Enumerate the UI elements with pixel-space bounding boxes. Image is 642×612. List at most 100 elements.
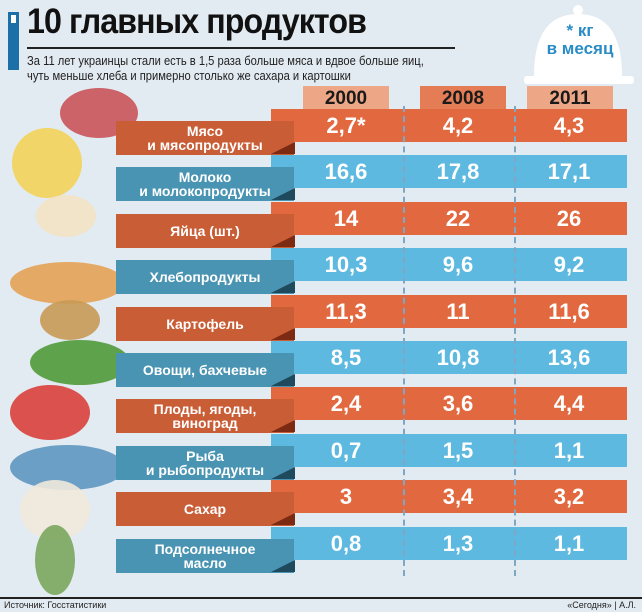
label-fold-shadow	[271, 188, 295, 201]
value-2000: 8,5	[330, 345, 362, 370]
oil-bottle-icon	[35, 525, 75, 595]
table-row: 2,4 3,6 4,4	[271, 387, 627, 421]
row-label-line-2: и рыбопродукты	[145, 461, 265, 478]
footer-divider	[0, 597, 642, 599]
value-2011: 1,1	[553, 437, 585, 463]
row-label-line-1: Плоды, ягоды,	[153, 401, 257, 418]
strawberry-icon	[10, 385, 90, 440]
value-2008: 3,6	[442, 391, 474, 417]
row-label-line-1: Яйца (шт.)	[170, 222, 240, 239]
row-label-line-1: Овощи, бахчевые	[142, 362, 268, 378]
table-row: 8,5 10,8 13,6	[271, 341, 627, 374]
bread-icon	[10, 262, 125, 304]
row-label-line-2: масло	[183, 554, 227, 571]
row-label: Картофель	[116, 306, 294, 341]
year-header-2000: 2000	[303, 86, 389, 110]
value-2011: 9,2	[553, 252, 585, 278]
table-row: 3 3,4 3,2	[271, 480, 627, 514]
value-2008: 3,4	[442, 484, 474, 510]
table-row: 11,3 11 11,6	[271, 294, 627, 328]
unit-line-1: * кг	[566, 21, 594, 40]
label-fold-shadow	[271, 234, 295, 247]
column-divider	[514, 106, 516, 576]
table-row: 0,8 1,3 1,1	[271, 526, 627, 560]
table-row: 0,7 1,5 1,1	[271, 433, 627, 467]
row-label: Сахар	[116, 492, 294, 527]
cucumber-icon	[30, 340, 130, 385]
value-2008: 9,6	[442, 252, 474, 278]
eggs-icon	[36, 195, 96, 237]
unit-note: * кг в месяц	[540, 22, 620, 58]
row-label-line-2: и молокопродукты	[139, 183, 271, 200]
row-label-line-2: виноград	[172, 415, 238, 432]
table-row: 16,6 17,8 17,1	[271, 155, 627, 189]
row-label: Мясо и мясопродукты	[116, 121, 294, 155]
label-fold-shadow	[271, 513, 295, 526]
label-fold-shadow	[271, 559, 295, 572]
unit-line-2: в месяц	[546, 39, 614, 58]
value-2011: 13,6	[547, 345, 591, 370]
value-2008: 4,2	[442, 113, 474, 138]
value-2011: 4,3	[553, 113, 585, 138]
year-header-2008: 2008	[420, 86, 506, 110]
row-label-line-1: Молоко	[178, 169, 232, 186]
row-label: Подсолнечное масло	[116, 538, 294, 573]
row-label-line-1: Рыба	[186, 447, 224, 464]
label-fold-shadow	[271, 374, 295, 386]
row-label-line-1: Картофель	[166, 315, 244, 332]
value-2008: 1,3	[442, 530, 474, 556]
value-2000: 0,8	[330, 530, 362, 556]
potato-icon	[40, 300, 100, 340]
column-divider	[403, 106, 405, 576]
value-2011: 11,6	[548, 298, 590, 324]
row-label: Рыба и рыбопродукты	[116, 445, 294, 480]
row-label: Хлебопродукты	[116, 260, 294, 295]
value-2011: 4,4	[553, 391, 585, 417]
subtitle-line-1: За 11 лет украинцы стали есть в 1,5 раза…	[27, 53, 424, 68]
value-2000: 0,7	[330, 437, 362, 463]
table-row: 2,7* 4,2 4,3	[271, 109, 627, 142]
page-title: 10 главных продуктов	[27, 2, 367, 41]
cloche-icon	[524, 5, 634, 84]
year-header-2011: 2011	[527, 86, 613, 110]
title-divider	[27, 47, 455, 49]
label-fold-shadow	[271, 281, 295, 294]
row-label-line-1: Подсолнечное	[154, 540, 256, 557]
row-label-line-1: Сахар	[183, 501, 227, 518]
value-2011: 1,1	[553, 530, 585, 556]
row-label: Овощи, бахчевые	[116, 353, 294, 387]
title-accent-mark	[11, 15, 16, 23]
source-note: Источник: Госстатистики	[4, 600, 107, 610]
label-fold-shadow	[271, 466, 295, 479]
row-label: Яйца (шт.)	[116, 213, 294, 248]
value-2011: 3,2	[553, 484, 585, 510]
value-2008: 11	[446, 298, 470, 324]
value-2008: 1,5	[442, 437, 474, 463]
value-2000: 2,4	[330, 391, 362, 417]
row-label-line-1: Мясо	[186, 123, 224, 139]
value-2000: 16,6	[324, 159, 368, 185]
table-row: 14 22 26	[271, 201, 627, 235]
label-fold-shadow	[271, 327, 295, 340]
milk-cheese-icon	[12, 128, 82, 198]
row-label-line-2: и мясопродукты	[147, 137, 263, 153]
value-2008: 22	[445, 205, 471, 231]
value-2011: 17,1	[547, 159, 591, 185]
value-2000: 2,7*	[326, 113, 366, 138]
label-fold-shadow	[271, 420, 295, 433]
credit-note: «Сегодня» | А.Л.	[567, 600, 636, 610]
value-2011: 26	[556, 205, 582, 231]
row-label-line-1: Хлебопродукты	[149, 269, 261, 286]
value-2000: 10,3	[324, 252, 368, 278]
value-2008: 17,8	[436, 159, 480, 185]
value-2000: 14	[333, 205, 359, 231]
row-label: Плоды, ягоды, виноград	[116, 399, 294, 434]
row-label: Молоко и молокопродукты	[116, 167, 294, 202]
value-2000: 11,3	[325, 298, 367, 324]
value-2000: 3	[339, 484, 353, 510]
subtitle-line-2: чуть меньше хлеба и примерно столько же …	[27, 68, 351, 83]
value-2008: 10,8	[436, 345, 480, 370]
title-accent-bar	[8, 12, 19, 70]
table-row: 10,3 9,6 9,2	[271, 248, 627, 282]
label-fold-shadow	[271, 142, 295, 154]
